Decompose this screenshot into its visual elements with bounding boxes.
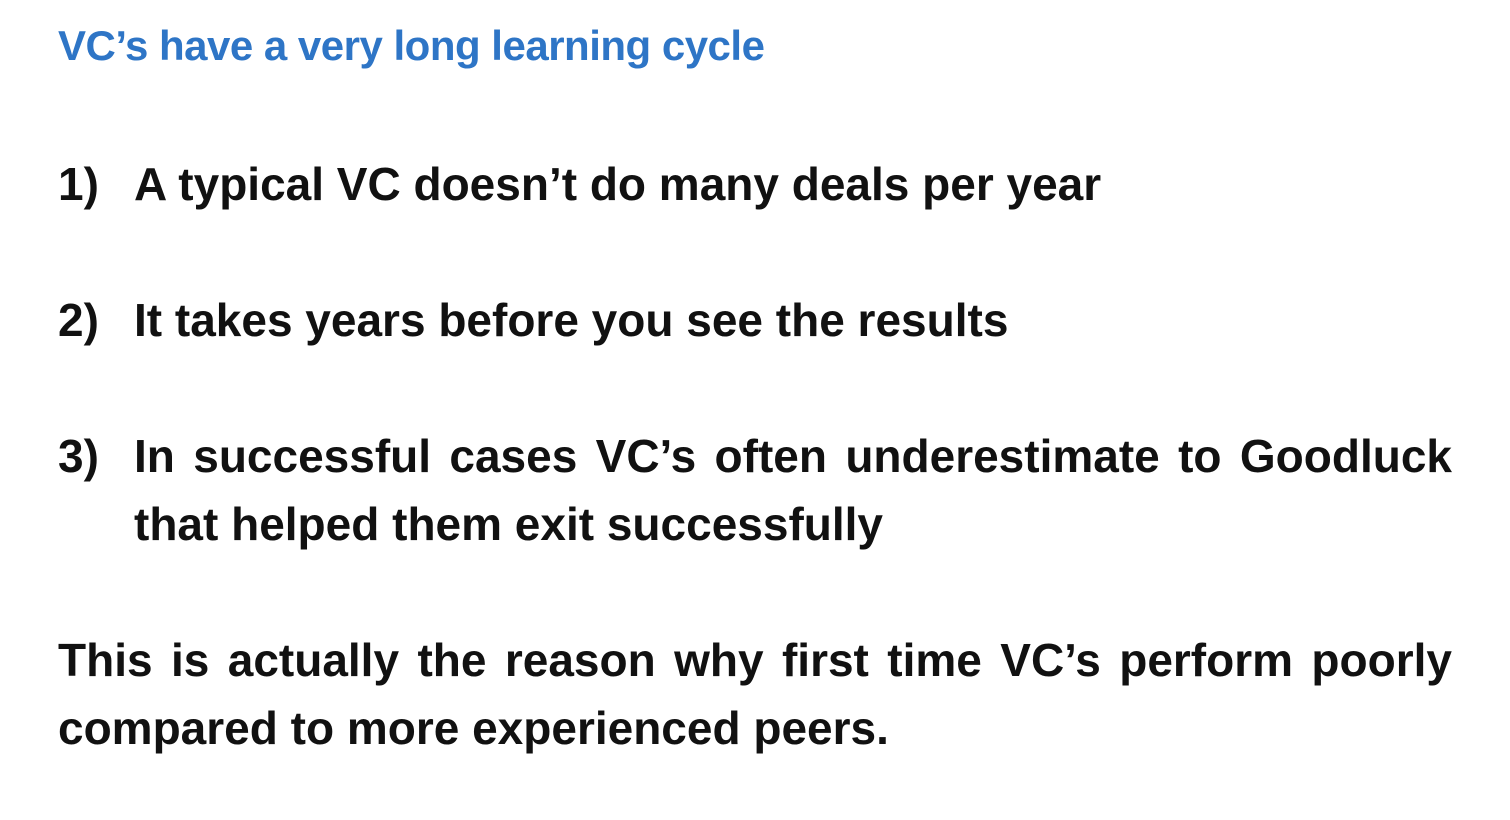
list-item: 2) It takes years before you see the res… xyxy=(58,286,1452,354)
conclusion-paragraph: This is actually the reason why first ti… xyxy=(58,634,1452,754)
list-item-number: 3) xyxy=(58,430,99,482)
list-item-text: It takes years before you see the result… xyxy=(134,294,1009,346)
list-item-text: In successful cases VC’s often underesti… xyxy=(134,430,1452,550)
list-item-number: 1) xyxy=(58,158,99,210)
numbered-list: 1) A typical VC doesn’t do many deals pe… xyxy=(58,150,1452,558)
list-item-text: A typical VC doesn’t do many deals per y… xyxy=(134,158,1102,210)
slide-title: VC’s have a very long learning cycle xyxy=(58,22,765,69)
list-item: 1) A typical VC doesn’t do many deals pe… xyxy=(58,150,1452,218)
list-item: 3) In successful cases VC’s often undere… xyxy=(58,422,1452,558)
list-item-number: 2) xyxy=(58,294,99,346)
